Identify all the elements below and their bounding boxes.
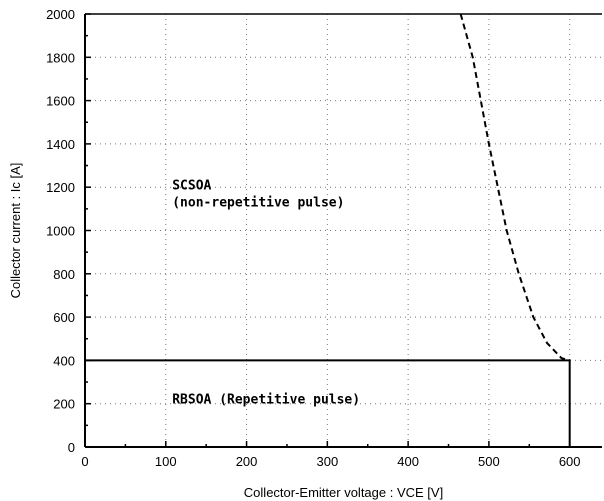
y-tick-label: 2000 [46,7,75,22]
x-tick-label: 100 [155,454,177,469]
x-axis-label: Collector-Emitter voltage : VCE [V] [244,485,443,500]
x-tick-label: 200 [236,454,258,469]
y-tick-label: 1000 [46,224,75,239]
x-tick-label: 600 [559,454,581,469]
y-tick-label: 1200 [46,180,75,195]
axes [84,13,602,448]
grid [85,14,602,447]
y-tick-label: 0 [68,440,75,455]
x-tick-label: 500 [478,454,500,469]
y-tick-label: 600 [53,310,75,325]
y-tick-label: 1400 [46,137,75,152]
y-tick-label: 1800 [46,50,75,65]
series-layer [85,13,571,447]
annotation-text: SCSOA [172,178,211,193]
x-tick-label: 400 [397,454,419,469]
annotation-text: (non-repetitive pulse) [172,195,344,210]
x-tick-label: 300 [316,454,338,469]
y-axis-label: Collector current : Ic [A] [8,163,23,299]
y-tick-label: 200 [53,397,75,412]
x-tick-label: 0 [81,454,88,469]
y-tick-label: 1600 [46,94,75,109]
scsoa-boundary-line [459,13,570,362]
annotation-text: RBSOA (Repetitive pulse) [172,393,360,408]
tick-labels: 0 100 200 300 400 500 600 0 200 400 600 800 1000 1200… [46,7,580,469]
y-tick-label: 400 [53,353,75,368]
annotations: SCSOA (non-repetitive pulse) RBSOA (Repeti… [172,178,360,407]
y-tick-label: 800 [53,267,75,282]
